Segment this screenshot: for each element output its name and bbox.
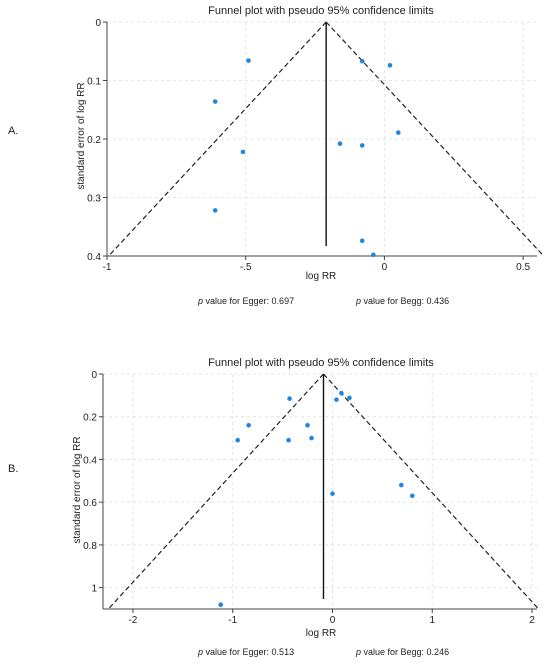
- x-axis-label-a: log RR: [306, 271, 337, 282]
- panel-label-a: A.: [8, 125, 18, 137]
- begg-pvalue-b: p value for Begg: 0.246: [355, 647, 449, 657]
- data-point-a-0: [246, 58, 251, 63]
- gridlines-a: [106, 21, 537, 257]
- axes-a: [106, 22, 537, 257]
- x-tick-label-b-0: -2: [128, 615, 137, 626]
- data-points-a: [212, 58, 401, 258]
- y-tick-label-b-5: 1: [91, 584, 97, 595]
- x-tick-label-b-4: 2: [529, 615, 535, 626]
- data-point-a-8: [359, 143, 365, 148]
- egger-p-a: p: [197, 296, 203, 306]
- y-ticks-b: 0 0.2 0.4 0.6 0.8 1: [83, 370, 103, 595]
- x-ticks-a: -1 -.5 0 0.5: [103, 256, 531, 273]
- funnel-lines-b: [107, 373, 540, 610]
- data-point-a-7: [337, 141, 343, 146]
- egger-text-b: value for Egger: 0.513: [203, 647, 294, 657]
- y-tick-label-b-1: 0.2: [83, 413, 97, 424]
- data-point-a-2: [240, 149, 246, 155]
- begg-text-a: value for Begg: 0.436: [361, 296, 449, 306]
- funnel-plot-a: A. Funnel plot with pseudo 95% confidenc…: [8, 5, 545, 306]
- x-axis-label-b: log RR: [306, 628, 337, 639]
- x-tick-label-a-2: 0: [382, 262, 388, 273]
- y-tick-label-a-1: 0.1: [87, 77, 101, 88]
- data-point-b-10: [399, 482, 404, 488]
- data-point-a-5: [387, 62, 393, 68]
- y-tick-label-b-4: 0.8: [83, 541, 97, 552]
- data-points-b: [218, 390, 415, 608]
- y-tick-label-a-0: 0: [95, 18, 101, 29]
- x-ticks-b: -2 -1 0 1 2: [128, 609, 535, 626]
- x-tick-label-a-0: -1: [103, 262, 112, 273]
- x-tick-label-b-3: 1: [429, 615, 435, 626]
- y-tick-label-a-3: 0.3: [87, 194, 101, 205]
- egger-p-b: p: [197, 647, 203, 657]
- x-tick-label-a-1: -.5: [240, 262, 252, 273]
- begg-text-b: value for Begg: 0.246: [361, 647, 449, 657]
- data-point-a-9: [359, 238, 365, 244]
- panel-label-b: B.: [8, 463, 18, 475]
- y-tick-label-a-2: 0.2: [87, 135, 101, 146]
- funnel-plot-b: B. Funnel plot with pseudo 95% confidenc…: [8, 357, 540, 657]
- data-point-a-4: [359, 58, 365, 64]
- y-tick-label-b-0: 0: [91, 370, 97, 381]
- egger-pvalue-a: p value for Egger: 0.697: [197, 296, 294, 306]
- egger-pvalue-b: p value for Egger: 0.513: [197, 647, 294, 657]
- y-tick-label-a-4: 0.4: [87, 252, 101, 263]
- data-point-a-1: [212, 99, 218, 104]
- data-point-b-7: [286, 437, 291, 443]
- data-point-b-1: [334, 397, 339, 402]
- data-point-a-3: [212, 208, 218, 213]
- ci-limit-left-b: [107, 373, 324, 610]
- data-point-a-10: [371, 252, 376, 258]
- data-point-b-9: [330, 491, 335, 496]
- funnel-lines-a: [108, 21, 545, 257]
- data-point-b-5: [305, 422, 310, 428]
- ci-limit-right-b: [323, 373, 540, 610]
- axes-b: [102, 374, 537, 610]
- data-point-a-6: [395, 130, 401, 135]
- y-tick-label-b-3: 0.6: [83, 498, 97, 509]
- y-axis-label-b: standard error of log RR: [72, 436, 83, 543]
- x-tick-label-b-1: -1: [228, 615, 237, 626]
- data-point-b-11: [409, 493, 415, 499]
- egger-text-a: value for Egger: 0.697: [203, 296, 294, 306]
- chart-title-a: Funnel plot with pseudo 95% confidence l…: [208, 5, 434, 17]
- x-tick-label-a-3: 0.5: [516, 262, 530, 273]
- data-point-b-3: [347, 395, 352, 401]
- ci-limit-right-a: [325, 21, 545, 257]
- begg-p-b: p: [355, 647, 361, 657]
- y-axis-label-a: standard error of log RR: [76, 82, 87, 189]
- x-tick-label-b-2: 0: [330, 615, 336, 626]
- data-point-b-6: [235, 437, 240, 443]
- data-point-b-4: [246, 422, 251, 428]
- chart-title-b: Funnel plot with pseudo 95% confidence l…: [208, 357, 434, 369]
- y-tick-label-b-2: 0.4: [83, 455, 97, 466]
- ci-limit-left-a: [108, 21, 327, 257]
- y-ticks-a: 0 0.1 0.2 0.3 0.4: [87, 18, 107, 263]
- data-point-b-2: [339, 390, 344, 396]
- begg-pvalue-a: p value for Begg: 0.436: [355, 296, 449, 306]
- gridlines-b: [103, 373, 537, 609]
- begg-p-a: p: [355, 296, 361, 306]
- data-point-b-8: [309, 435, 314, 441]
- data-point-b-12: [218, 602, 224, 608]
- data-point-b-0: [287, 396, 292, 401]
